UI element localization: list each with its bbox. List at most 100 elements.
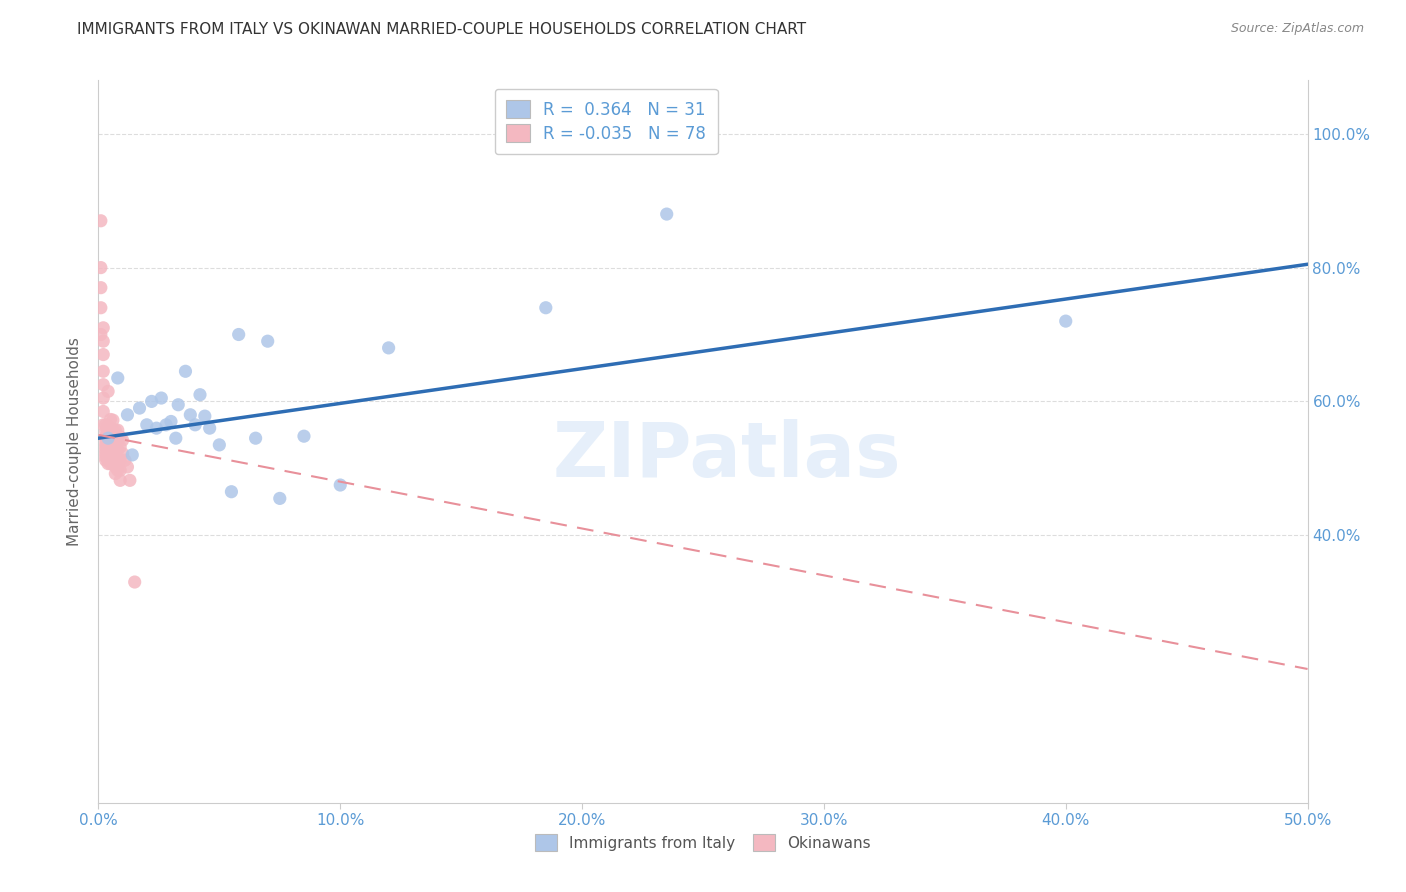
Point — [91, 417, 114, 432]
Point — [91, 377, 114, 392]
Point — [150, 391, 173, 405]
Point — [100, 423, 122, 437]
Point — [100, 436, 122, 450]
Point — [100, 440, 122, 454]
Point — [107, 371, 129, 385]
Point — [97, 446, 120, 460]
Point — [221, 484, 243, 499]
Point — [160, 414, 183, 429]
Point — [292, 429, 315, 443]
Point — [124, 575, 146, 590]
Point — [104, 430, 127, 444]
Point — [114, 453, 136, 467]
Point — [97, 431, 120, 445]
Point — [128, 401, 150, 416]
Point — [101, 453, 124, 467]
Point — [179, 408, 201, 422]
Point — [104, 423, 127, 437]
Point — [108, 440, 131, 454]
Point — [245, 431, 267, 445]
Point — [91, 321, 114, 335]
Point — [90, 260, 112, 275]
Point — [91, 334, 114, 349]
Point — [97, 457, 120, 471]
Point — [228, 327, 250, 342]
Point — [100, 434, 122, 448]
Point — [655, 207, 678, 221]
Legend: Immigrants from Italy, Okinawans: Immigrants from Italy, Okinawans — [526, 825, 880, 860]
Point — [100, 412, 122, 426]
Point — [208, 438, 231, 452]
Point — [135, 417, 157, 432]
Point — [94, 450, 117, 464]
Point — [97, 433, 120, 447]
Point — [94, 429, 117, 443]
Y-axis label: Married-couple Households: Married-couple Households — [67, 337, 83, 546]
Point — [107, 434, 129, 448]
Point — [1054, 314, 1077, 328]
Point — [117, 408, 139, 422]
Point — [188, 387, 211, 401]
Point — [167, 398, 190, 412]
Point — [194, 409, 217, 424]
Point — [118, 473, 141, 487]
Point — [94, 446, 117, 460]
Point — [97, 440, 120, 454]
Point — [94, 425, 117, 439]
Point — [107, 453, 129, 467]
Point — [117, 460, 139, 475]
Point — [111, 434, 134, 448]
Point — [94, 417, 117, 432]
Point — [174, 364, 197, 378]
Point — [100, 446, 122, 460]
Point — [198, 421, 221, 435]
Point — [104, 467, 127, 481]
Point — [108, 463, 131, 477]
Point — [90, 214, 112, 228]
Point — [101, 443, 124, 458]
Point — [90, 301, 112, 315]
Point — [104, 453, 127, 467]
Point — [94, 453, 117, 467]
Point — [97, 426, 120, 441]
Point — [256, 334, 278, 349]
Point — [101, 423, 124, 437]
Point — [184, 417, 207, 432]
Point — [94, 433, 117, 447]
Point — [104, 434, 127, 448]
Point — [121, 448, 143, 462]
Point — [329, 478, 352, 492]
Point — [101, 430, 124, 444]
Point — [97, 423, 120, 437]
Point — [100, 426, 122, 441]
Point — [104, 460, 127, 475]
Text: Source: ZipAtlas.com: Source: ZipAtlas.com — [1230, 22, 1364, 36]
Point — [141, 394, 163, 409]
Point — [377, 341, 399, 355]
Point — [101, 446, 124, 460]
Point — [108, 430, 131, 444]
Point — [100, 453, 122, 467]
Point — [97, 453, 120, 467]
Point — [91, 404, 114, 418]
Point — [90, 327, 112, 342]
Point — [269, 491, 291, 506]
Point — [104, 446, 127, 460]
Point — [100, 430, 122, 444]
Point — [94, 440, 117, 454]
Point — [111, 446, 134, 460]
Text: ZIPatlas: ZIPatlas — [553, 419, 901, 493]
Point — [145, 421, 167, 435]
Point — [101, 436, 124, 450]
Point — [107, 463, 129, 477]
Point — [100, 457, 122, 471]
Point — [97, 443, 120, 458]
Point — [91, 391, 114, 405]
Point — [101, 413, 124, 427]
Point — [94, 443, 117, 458]
Point — [107, 423, 129, 437]
Point — [97, 419, 120, 434]
Point — [104, 440, 127, 454]
Point — [107, 443, 129, 458]
Point — [97, 436, 120, 450]
